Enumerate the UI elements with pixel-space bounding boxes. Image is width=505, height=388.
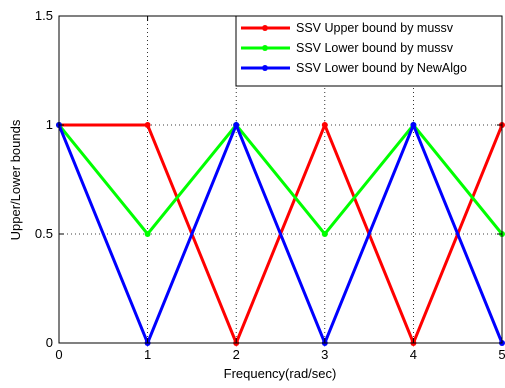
- legend-swatch-marker: [262, 25, 268, 31]
- y-tick-labels: 0 0.5 1 1.5: [35, 8, 53, 350]
- legend-item: SSV Lower bound by mussv: [241, 41, 454, 55]
- legend-label: SSV Lower bound by NewAlgo: [296, 61, 467, 75]
- x-tick-label: 5: [498, 347, 505, 362]
- legend-label: SSV Lower bound by mussv: [296, 41, 454, 55]
- legend-item: SSV Lower bound by NewAlgo: [241, 61, 467, 75]
- y-tick-label: 0.5: [35, 226, 53, 241]
- x-tick-label: 3: [321, 347, 328, 362]
- legend-swatch-marker: [262, 65, 268, 71]
- data-point: [233, 122, 240, 128]
- x-tick-label: 2: [233, 347, 240, 362]
- data-point: [144, 231, 151, 237]
- legend-label: SSV Upper bound by mussv: [296, 21, 454, 35]
- x-tick-label: 0: [55, 347, 62, 362]
- y-tick-label: 0: [46, 335, 53, 350]
- data-point: [321, 122, 328, 128]
- data-point: [321, 231, 328, 237]
- y-tick-label: 1.5: [35, 8, 53, 23]
- y-tick-label: 1: [46, 117, 53, 132]
- legend-swatch-marker: [262, 45, 268, 51]
- series-line: [57, 122, 504, 237]
- x-axis-label: Frequency(rad/sec): [224, 366, 337, 381]
- data-series: [56, 121, 505, 347]
- series-line: [57, 121, 504, 347]
- data-point: [410, 122, 417, 128]
- x-tick-label: 1: [144, 347, 151, 362]
- series-3: [56, 121, 505, 347]
- data-point: [144, 122, 151, 128]
- y-axis-label: Upper/Lower bounds: [8, 119, 23, 240]
- legend-item: SSV Upper bound by mussv: [241, 21, 454, 35]
- x-tick-label: 4: [410, 347, 417, 362]
- legend: SSV Upper bound by mussv SSV Lower bound …: [235, 15, 503, 87]
- x-tick-labels: 0 1 2 3 4 5: [55, 347, 505, 362]
- grid-lines: [59, 16, 502, 343]
